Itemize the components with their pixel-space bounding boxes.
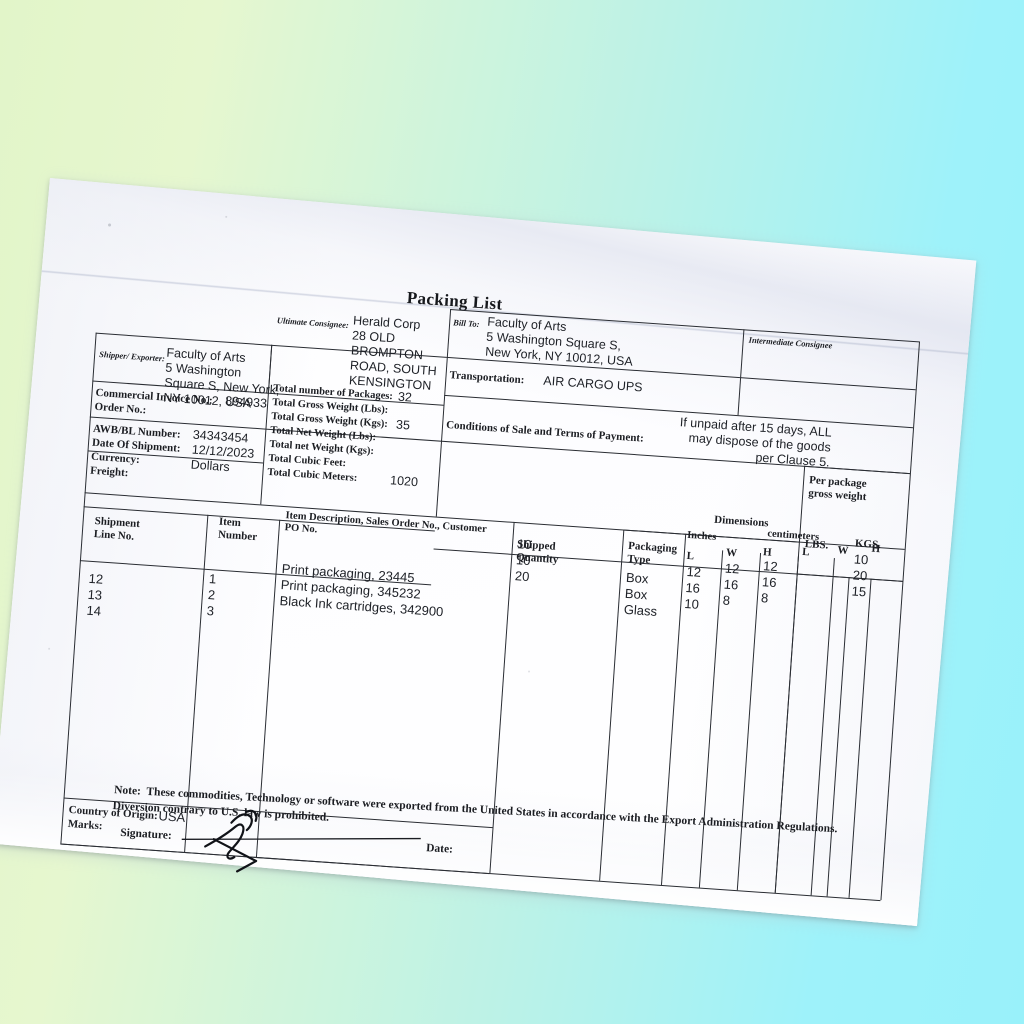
table-row: 8: [760, 590, 769, 606]
rule: [599, 529, 625, 881]
rule: [740, 377, 916, 391]
ultimate-consignee-label: Ultimate Consignee:: [276, 315, 350, 331]
paper-speck: [48, 647, 51, 650]
table-row: 10: [515, 552, 531, 569]
intermediate-consignee-label: Intermediate Consignee: [748, 334, 833, 351]
paper-speck: [225, 215, 228, 218]
transportation-label: Transportation:: [449, 369, 525, 387]
table-row: 10: [516, 536, 533, 553]
rule: [435, 394, 446, 517]
rule: [737, 329, 745, 416]
table-row: 8: [722, 592, 731, 608]
table-row: 15: [851, 583, 867, 600]
terms-label: Conditions of Sale and Terms of Payment:: [445, 419, 645, 445]
th-inches: Inches: [686, 529, 717, 543]
per-package-gross-weight-label: Per package gross weight: [807, 474, 868, 504]
table-row: 20: [514, 568, 530, 585]
rule: [489, 521, 515, 874]
table-row: 12: [686, 563, 702, 580]
handwritten-signature: [204, 809, 258, 873]
th-packaging-type: Packaging Type: [626, 539, 678, 567]
table-row: 10: [683, 595, 700, 612]
total-gross-kgs-value: 35: [395, 417, 411, 433]
th-kgs: KGS.: [854, 537, 882, 552]
packing-list-form: Packing List: [60, 271, 921, 902]
order-no-label: Order No.:: [94, 400, 147, 417]
table-row: 12: [762, 558, 779, 575]
table-row: 12: [88, 570, 104, 587]
terms-value: If unpaid after 15 days, ALL may dispose…: [679, 415, 833, 470]
table-row: 3: [206, 602, 215, 619]
currency-value: Dollars: [190, 457, 231, 475]
table-row: 12: [724, 560, 740, 577]
signature-label: Signature:: [119, 826, 173, 842]
rule: [698, 550, 724, 888]
table-row: 20: [852, 567, 868, 584]
rule: [736, 552, 762, 891]
total-cubic-meters-value: 1020: [389, 473, 419, 490]
table-row: Box: [625, 569, 649, 587]
rule: [848, 578, 872, 898]
table-row: 13: [87, 586, 103, 603]
shipper-label: Shipper/ Exporter:: [98, 348, 166, 364]
table-row: 2: [207, 587, 216, 603]
rule: [84, 492, 261, 506]
th-item-number: Item Number: [217, 515, 258, 544]
ultimate-consignee-value: Herald Corp 28 OLD BROMPTON ROAD, SOUTH …: [348, 313, 438, 393]
table-row: Box: [624, 585, 648, 603]
table-row: 14: [86, 602, 102, 619]
signature-rule: [181, 837, 421, 840]
th-inches-w: W: [725, 546, 738, 560]
rule: [810, 558, 835, 896]
page-title: Packing List: [406, 288, 504, 314]
th-dimensions: Dimensions: [713, 513, 769, 530]
th-inches-l: L: [686, 549, 695, 563]
th-lbs: LBS.: [804, 538, 829, 552]
table-row: 16: [761, 574, 778, 591]
paper-speck: [107, 223, 112, 227]
table-row: 16: [723, 576, 739, 593]
table-row: Glass: [623, 601, 658, 619]
th-item-description: Item Description, Sales Order No., Custo…: [284, 510, 488, 536]
marks-label: Marks:: [67, 817, 103, 833]
commercial-invoice-value: 894933: [224, 393, 268, 411]
th-cm-w: W: [837, 544, 849, 558]
table-row: 1: [208, 571, 217, 587]
th-shipment-line-no: Shipment Line No.: [93, 515, 141, 543]
total-packages-value: 32: [397, 389, 413, 405]
scanned-paper-sheet: Packing List: [0, 178, 977, 927]
bill-to-label: Bill To:: [452, 317, 480, 330]
transportation-value: AIR CARGO UPS: [542, 373, 644, 395]
rule: [774, 555, 799, 893]
table-row: 16: [685, 579, 701, 596]
rule: [660, 533, 687, 885]
freight-label: Freight:: [89, 464, 129, 480]
table-row: 10: [853, 551, 869, 568]
